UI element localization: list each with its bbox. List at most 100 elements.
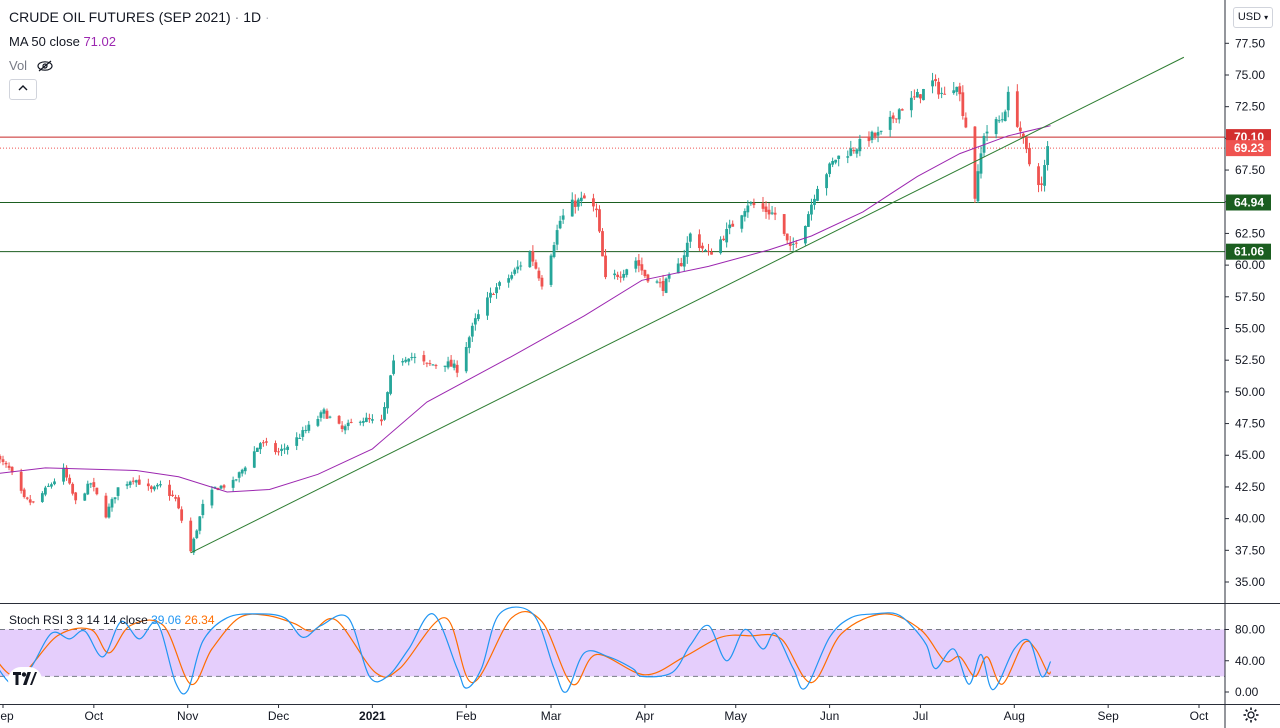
price-tick-label: 72.50 [1235,100,1265,114]
candle-up [849,148,853,156]
candle-up [513,269,517,274]
candle-up [985,131,989,134]
candle-up [549,255,553,285]
candle-up [358,421,362,423]
candle-up [361,421,365,423]
ma-legend[interactable]: MA 50 close 71.02 [9,34,116,49]
candle-up [452,363,456,368]
candle-down [958,86,962,95]
candle-up [298,437,302,439]
candle-up [213,486,217,489]
price-tick-label: 67.50 [1235,163,1265,177]
candle-up [47,485,50,487]
vol-legend[interactable]: Vol [9,58,53,75]
candle-up [1046,146,1050,166]
tradingview-logo[interactable] [8,667,42,693]
candle-down [540,277,544,287]
candle-down [698,234,701,249]
price-tick-label: 45.00 [1235,448,1265,462]
candle-up [979,153,983,174]
currency-selector[interactable]: USD ▾ [1233,7,1273,28]
candle-up [558,220,562,229]
candle-up [870,131,874,141]
candle-up [304,429,308,431]
candle-up [676,263,680,274]
time-tick-label: Oct [1190,709,1209,723]
candle-down [380,419,383,422]
chart-legend-title: CRUDE OIL FUTURES (SEP 2021) · 1D · [9,9,270,25]
interval-label[interactable]: 1D [243,9,262,25]
candle-down [1040,183,1043,185]
candle-down [604,255,607,278]
candle-up [810,204,813,215]
time-tick-label: Jul [913,709,928,723]
candle-up [240,469,244,474]
candle-down [1021,133,1025,137]
candle-down [1015,91,1019,127]
collapse-legend-button[interactable] [9,79,37,100]
price-tick-label: 47.50 [1235,417,1265,431]
settings-gear-icon[interactable] [1243,707,1259,727]
price-tick-label: 60.00 [1235,258,1265,272]
candle-down [531,251,535,262]
candle-up [234,479,238,481]
candle-down [852,150,856,152]
candle-up [134,480,138,483]
candle-down [180,509,184,521]
trendline [190,56,1185,554]
candle-up [876,132,880,136]
candle-down [794,242,798,244]
price-label-text: 61.06 [1234,245,1264,259]
candle-up [807,214,810,227]
candle-up [704,250,707,252]
candle-up [50,484,53,487]
candle-up [922,88,925,101]
candle-up [195,530,199,539]
candle-up [725,228,729,243]
candle-up [813,198,816,205]
candle-up [86,483,90,495]
stoch-tick-label: 80.00 [1235,623,1265,637]
candle-down [643,269,647,277]
candle-down [900,109,904,111]
candle-down [919,94,922,99]
candle-up [237,472,241,478]
candle-down [1025,136,1028,150]
candle-down [277,451,280,453]
symbol-title[interactable]: CRUDE OIL FUTURES (SEP 2021) [9,9,231,25]
candle-down [873,132,877,137]
price-tick-label: 50.00 [1235,385,1265,399]
price-tick-label: 77.50 [1235,36,1265,50]
candle-down [222,485,226,488]
candle-down [601,231,604,257]
candle-down [177,497,181,509]
candle-up [855,149,859,154]
candle-up [413,356,417,358]
candle-up [495,287,498,294]
candle-up [243,467,247,472]
candle-down [337,415,341,424]
candle-up [888,116,892,130]
candle-up [346,422,350,427]
candle-down [71,483,75,494]
hidden-eye-icon[interactable] [37,60,53,75]
candle-up [404,359,408,362]
chevron-down-icon: ▾ [1264,13,1269,22]
candle-up [916,92,919,98]
stoch-tick-label: 40.00 [1235,654,1265,668]
stoch-band [0,629,1225,677]
candle-up [192,538,196,553]
time-tick-label: Mar [541,709,562,723]
candle-up [507,278,511,283]
candle-up [201,503,205,516]
candle-up [113,497,117,500]
candle-down [782,214,786,234]
candle-up [746,205,750,213]
candle-up [561,215,565,220]
time-tick-label: Oct [84,709,103,723]
candle-up [952,90,956,94]
stoch-legend[interactable]: Stoch RSI 3 3 14 14 close 39.06 26.34 [9,613,215,627]
candle-up [770,212,774,214]
candle-down [367,418,371,420]
candle-down [616,274,620,277]
